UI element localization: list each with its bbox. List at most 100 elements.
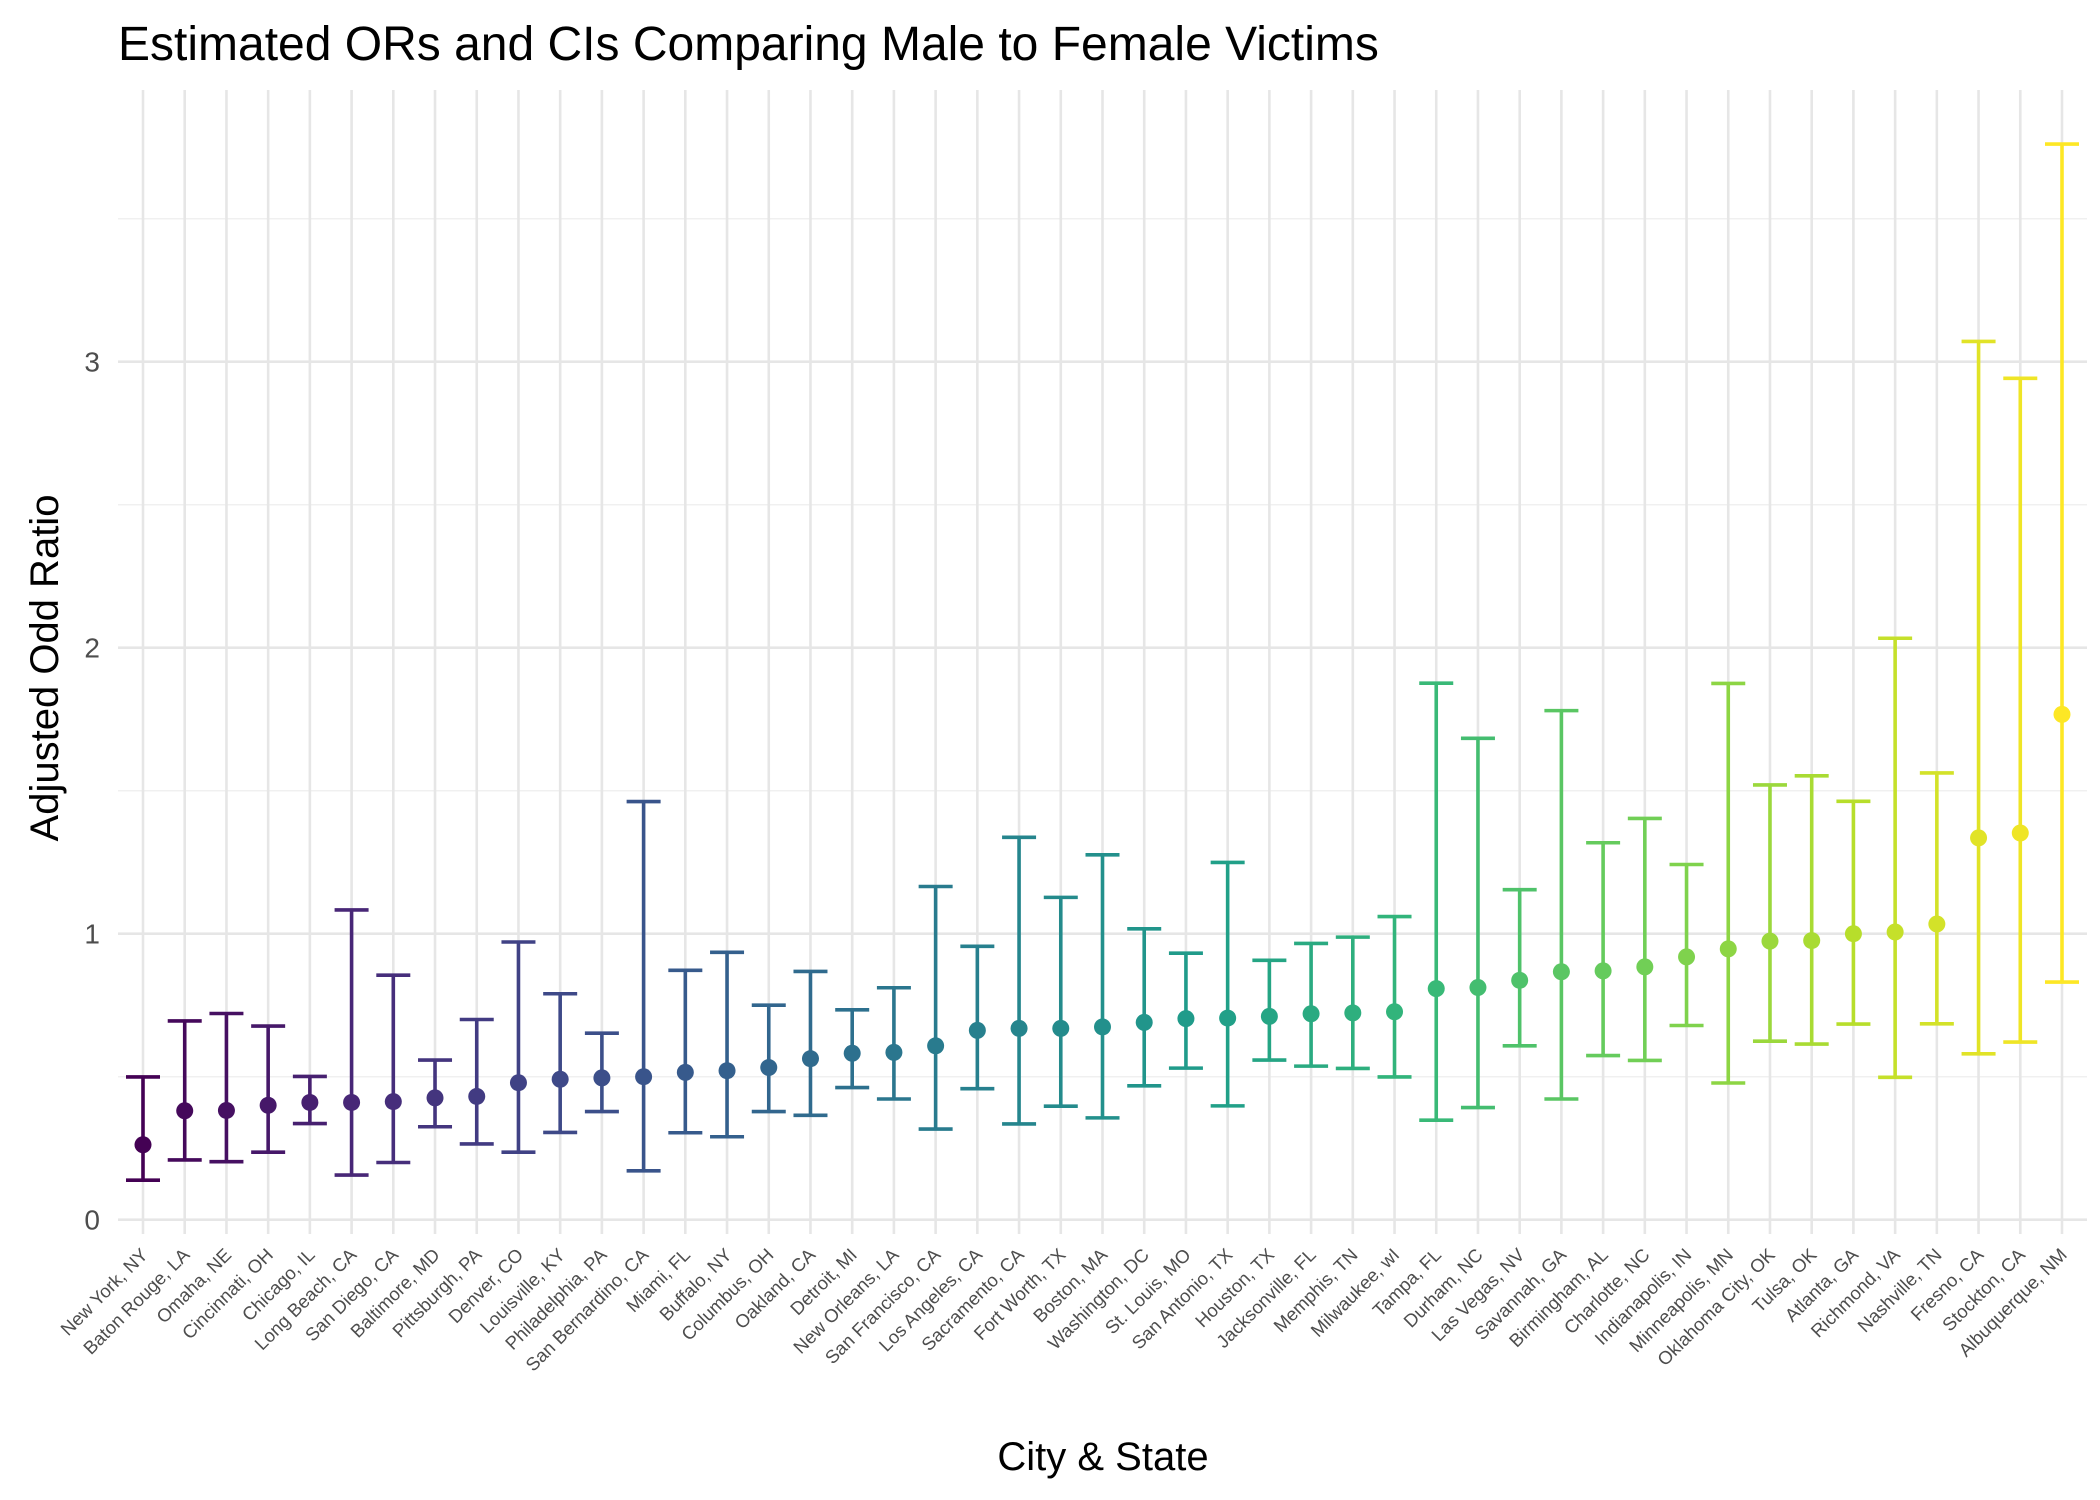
error-bar (668, 968, 703, 1135)
or-point (718, 1062, 736, 1080)
error-bar (710, 950, 745, 1139)
or-point (927, 1037, 945, 1055)
error-bar (1419, 681, 1454, 1122)
or-point (635, 1068, 653, 1086)
or-point (1094, 1018, 1111, 1036)
error-bar (751, 1003, 786, 1114)
or-point (1886, 923, 1904, 941)
or-point (343, 1093, 361, 1111)
error-bar (1919, 771, 1954, 1026)
x-axis-title: City & State (997, 1435, 1208, 1479)
or-point (1552, 963, 1570, 981)
or-point (1344, 1004, 1362, 1022)
error-bar (626, 799, 661, 1173)
error-bar (1210, 860, 1245, 1108)
or-point (1427, 980, 1445, 998)
or-point (1010, 1019, 1028, 1037)
y-axis: 0 1 2 3 (84, 347, 100, 1236)
or-point (176, 1102, 194, 1120)
error-bar (543, 991, 578, 1135)
or-point (1970, 829, 1988, 847)
or-point (968, 1021, 986, 1039)
error-bar (1544, 708, 1579, 1101)
error-bar (459, 1017, 494, 1146)
y-tick-label: 0 (84, 1205, 100, 1236)
y-tick-label: 1 (84, 919, 100, 950)
chart-title: Estimated ORs and CIs Comparing Male to … (118, 18, 1379, 71)
error-bar (1043, 895, 1078, 1108)
or-point (1469, 978, 1487, 996)
error-bar (501, 940, 536, 1155)
y-axis-title: Adjusted Odd Ratio (23, 495, 67, 842)
error-bar (1294, 941, 1329, 1068)
or-point (1803, 932, 1821, 950)
or-point (801, 1050, 819, 1068)
or-point (426, 1089, 444, 1107)
error-bar (1085, 852, 1120, 1120)
or-point (301, 1093, 319, 1111)
error-bar (1836, 799, 1871, 1026)
or-point (551, 1070, 569, 1088)
error-bar (1752, 783, 1787, 1044)
or-point (676, 1063, 694, 1081)
or-point (1052, 1019, 1070, 1037)
or-point (134, 1136, 152, 1154)
or-point (1386, 1003, 1404, 1021)
error-bar (1502, 887, 1537, 1048)
or-point (760, 1059, 778, 1077)
error-bars (126, 142, 2079, 1183)
y-tick-label: 2 (84, 633, 100, 664)
or-point (259, 1096, 277, 1114)
error-bar (2045, 142, 2079, 984)
or-point (217, 1101, 235, 1119)
error-bar (167, 1019, 202, 1162)
error-bar (1586, 840, 1621, 1058)
or-point (1761, 932, 1779, 950)
point-estimates (134, 705, 2071, 1154)
error-bar (960, 944, 995, 1091)
or-point (1511, 971, 1529, 989)
error-bar (1711, 681, 1746, 1085)
or-point (1219, 1009, 1237, 1027)
or-point (593, 1069, 611, 1087)
or-point (384, 1093, 402, 1111)
error-bar (918, 884, 953, 1131)
error-bar (1961, 339, 1996, 1056)
or-point (2011, 824, 2029, 842)
error-bar (1669, 862, 1704, 1028)
or-point (1928, 915, 1946, 933)
error-bar (793, 969, 828, 1118)
error-bar (1002, 835, 1037, 1126)
error-bar (1335, 935, 1370, 1071)
y-tick-label: 3 (84, 347, 100, 378)
error-bar (1794, 774, 1829, 1046)
or-point (1135, 1013, 1153, 1031)
error-bar (209, 1011, 244, 1164)
or-point (1177, 1010, 1195, 1028)
error-bar (126, 1075, 160, 1183)
error-bar (334, 908, 369, 1177)
or-point (468, 1087, 486, 1105)
error-bar (1878, 636, 1913, 1080)
or-point (509, 1074, 527, 1092)
or-point (1678, 948, 1696, 966)
or-point (1594, 962, 1612, 980)
or-point (1719, 940, 1737, 958)
error-bar (1127, 927, 1162, 1088)
or-point (843, 1044, 861, 1062)
error-bar (2003, 376, 2038, 1044)
or-point (1260, 1007, 1278, 1025)
error-bar (1377, 914, 1412, 1079)
or-point (1636, 958, 1654, 976)
or-point (1302, 1005, 1320, 1023)
or-point (885, 1043, 903, 1061)
or-point (2053, 705, 2071, 723)
error-bar (876, 985, 911, 1101)
error-bar (251, 1024, 286, 1155)
error-bar (376, 973, 411, 1165)
error-bar (1627, 816, 1662, 1063)
or-point (1844, 925, 1862, 943)
error-bar (1460, 736, 1495, 1110)
